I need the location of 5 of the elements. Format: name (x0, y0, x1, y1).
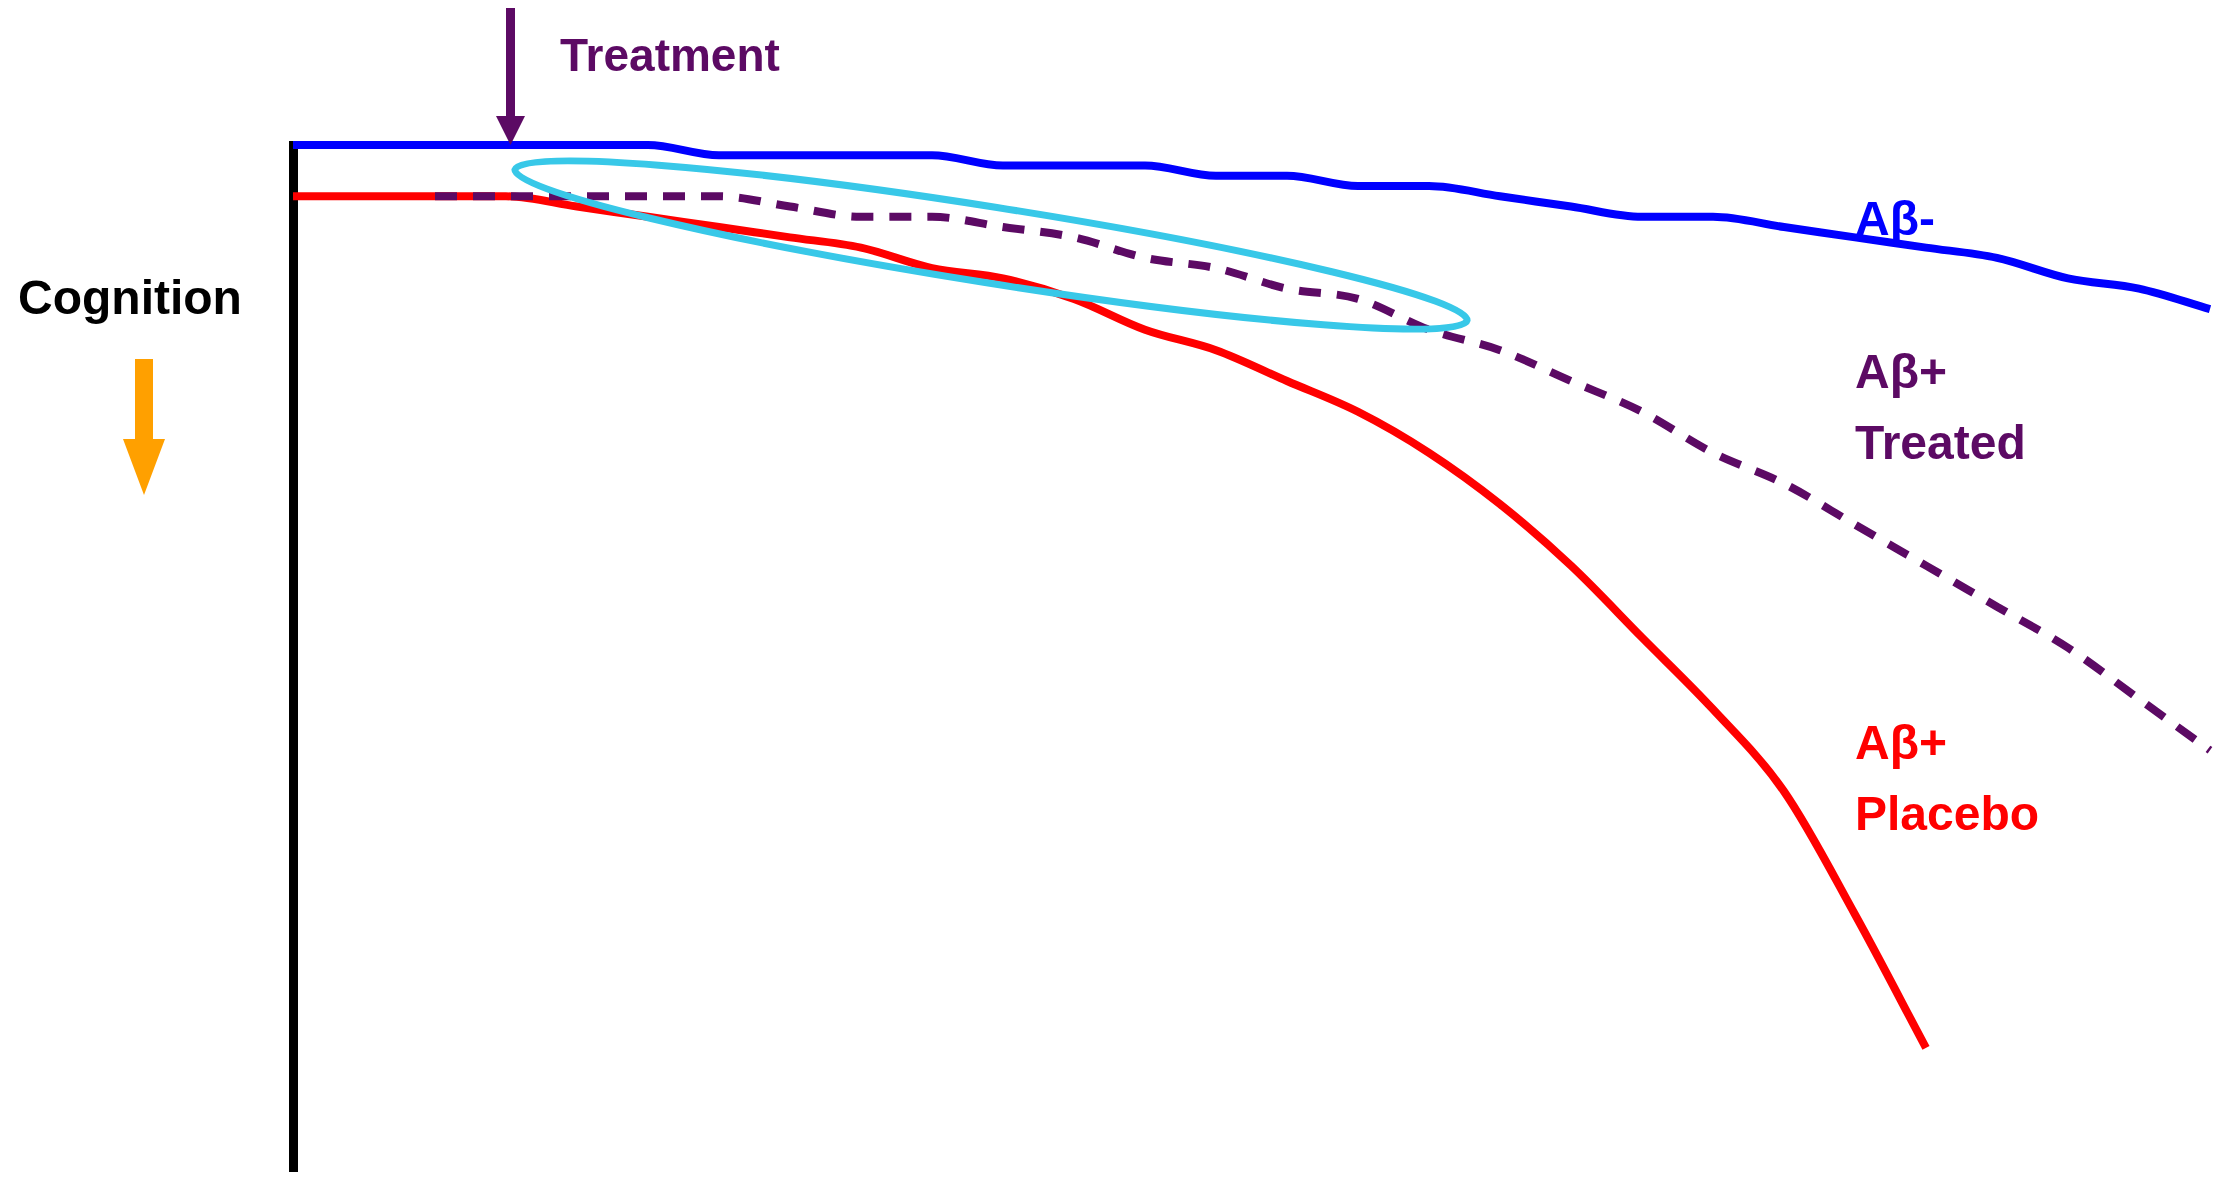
series-label: Aβ+ Treated (1855, 345, 2026, 469)
y-axis-title: Cognition (18, 270, 242, 325)
text: Treatment (560, 28, 780, 82)
series-label: Aβ+ Placebo (1855, 716, 2040, 840)
series-label: Aβ- (1855, 192, 1935, 245)
